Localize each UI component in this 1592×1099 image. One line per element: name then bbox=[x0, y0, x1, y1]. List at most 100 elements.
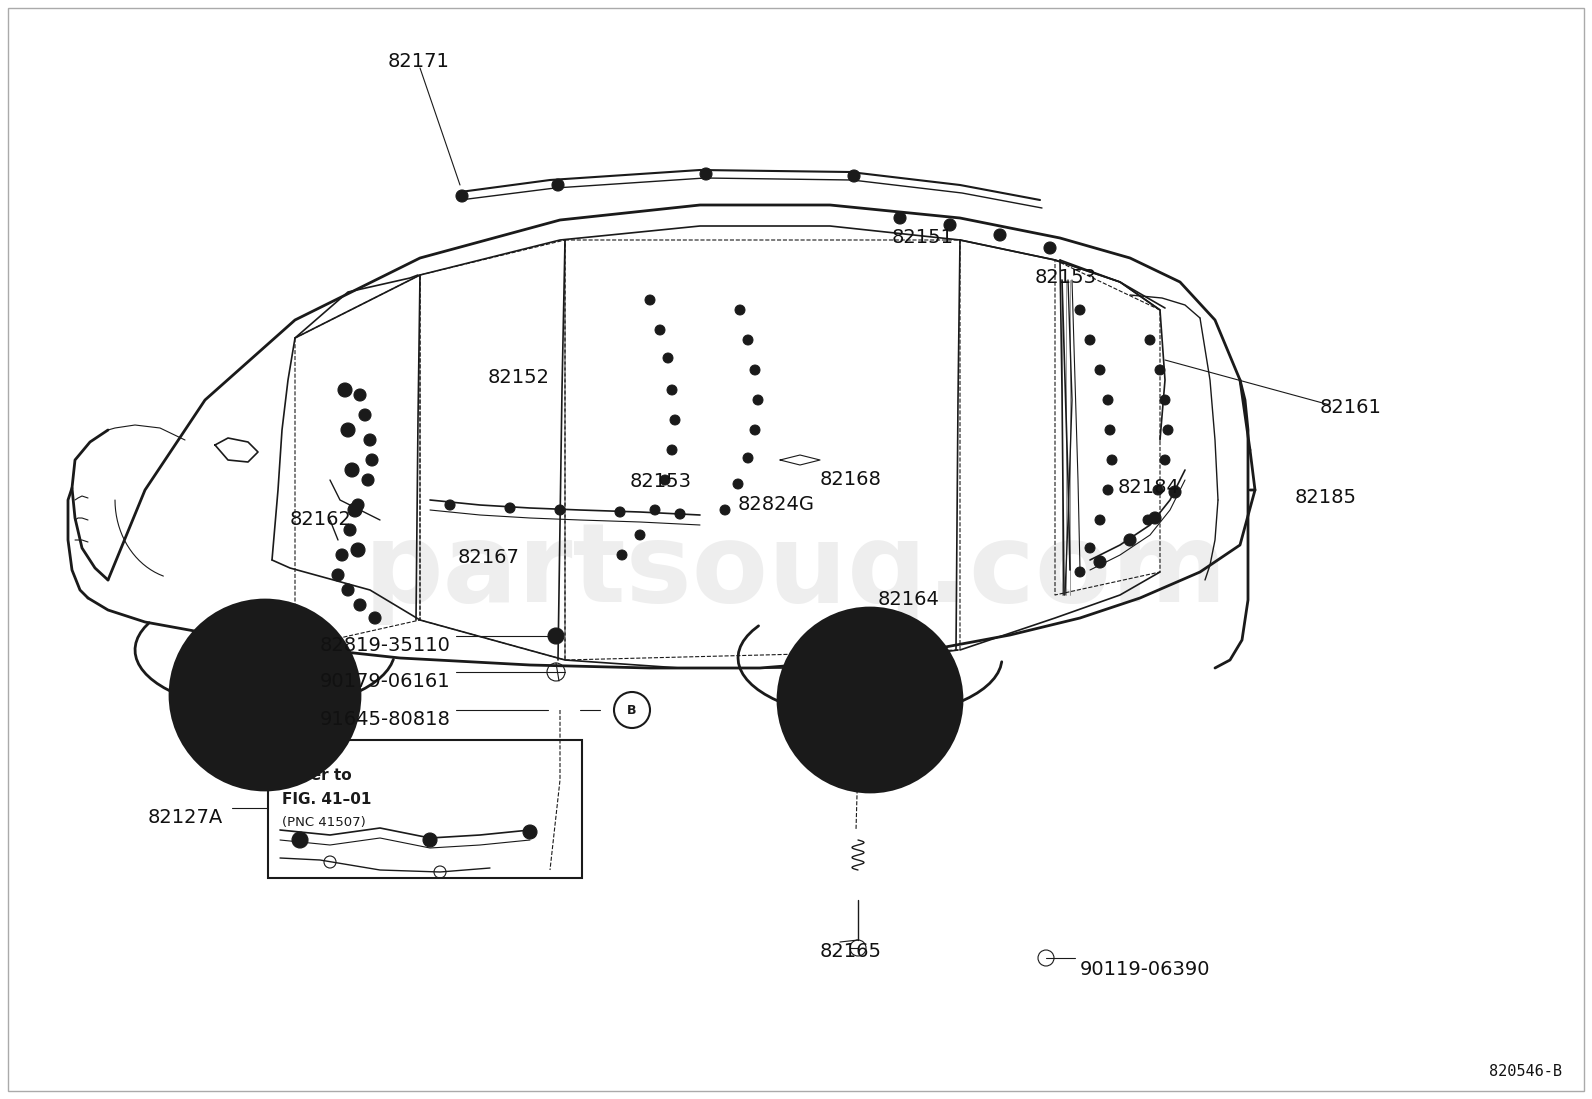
Text: 82127A: 82127A bbox=[148, 808, 223, 828]
Circle shape bbox=[446, 500, 455, 510]
Circle shape bbox=[1161, 455, 1170, 465]
Circle shape bbox=[736, 306, 745, 315]
Text: 82153: 82153 bbox=[630, 471, 693, 491]
Circle shape bbox=[895, 212, 906, 224]
Circle shape bbox=[1153, 485, 1164, 495]
Text: 82165: 82165 bbox=[820, 942, 882, 961]
Circle shape bbox=[1169, 486, 1181, 498]
Circle shape bbox=[552, 179, 564, 191]
Text: Refer to: Refer to bbox=[282, 768, 352, 782]
Circle shape bbox=[342, 584, 353, 596]
Text: FIG. 41–01: FIG. 41–01 bbox=[282, 792, 371, 807]
Text: 82185: 82185 bbox=[1294, 488, 1356, 507]
Circle shape bbox=[423, 833, 436, 847]
Text: 82152: 82152 bbox=[489, 368, 549, 387]
Circle shape bbox=[1044, 242, 1055, 254]
Text: 82171: 82171 bbox=[388, 52, 451, 71]
Circle shape bbox=[654, 325, 665, 335]
Circle shape bbox=[360, 409, 371, 421]
Circle shape bbox=[750, 365, 759, 375]
Circle shape bbox=[944, 219, 957, 231]
Circle shape bbox=[353, 389, 366, 401]
Circle shape bbox=[369, 612, 380, 624]
Circle shape bbox=[750, 425, 759, 435]
Circle shape bbox=[732, 479, 743, 489]
Text: 82151: 82151 bbox=[892, 227, 954, 247]
Circle shape bbox=[365, 434, 376, 446]
Circle shape bbox=[1164, 425, 1173, 435]
Circle shape bbox=[720, 506, 731, 515]
Circle shape bbox=[700, 168, 712, 180]
Text: 82824G: 82824G bbox=[739, 495, 815, 514]
Circle shape bbox=[1105, 425, 1114, 435]
Circle shape bbox=[1103, 395, 1113, 406]
Circle shape bbox=[1103, 485, 1113, 495]
Circle shape bbox=[1124, 534, 1137, 546]
Text: 82153: 82153 bbox=[1035, 268, 1097, 287]
Circle shape bbox=[675, 509, 685, 519]
Text: 82162: 82162 bbox=[290, 510, 352, 529]
Circle shape bbox=[667, 385, 677, 395]
Circle shape bbox=[849, 170, 860, 182]
Circle shape bbox=[1095, 365, 1105, 375]
Circle shape bbox=[341, 423, 355, 437]
Text: partsouq.com: partsouq.com bbox=[365, 518, 1227, 625]
Text: 82819-35110: 82819-35110 bbox=[320, 636, 451, 655]
Circle shape bbox=[753, 395, 763, 406]
Text: (PNC 41507): (PNC 41507) bbox=[282, 815, 366, 829]
Circle shape bbox=[1161, 395, 1170, 406]
Text: 90179-06161: 90179-06161 bbox=[320, 671, 451, 691]
Circle shape bbox=[743, 335, 753, 345]
Circle shape bbox=[1086, 335, 1095, 345]
Text: 90119-06390: 90119-06390 bbox=[1079, 961, 1210, 979]
Circle shape bbox=[352, 499, 365, 511]
Text: 82161: 82161 bbox=[1320, 398, 1382, 417]
Text: 91645-80818: 91645-80818 bbox=[320, 710, 451, 729]
Circle shape bbox=[1075, 306, 1086, 315]
Circle shape bbox=[635, 530, 645, 540]
Text: 82167: 82167 bbox=[458, 548, 521, 567]
Text: 82184: 82184 bbox=[1118, 478, 1180, 497]
Circle shape bbox=[1145, 335, 1156, 345]
Circle shape bbox=[1143, 515, 1153, 525]
Circle shape bbox=[1086, 543, 1095, 553]
Circle shape bbox=[1094, 556, 1106, 568]
Circle shape bbox=[556, 506, 565, 515]
Circle shape bbox=[1075, 567, 1086, 577]
Circle shape bbox=[349, 503, 361, 517]
Circle shape bbox=[662, 353, 673, 363]
Circle shape bbox=[333, 569, 344, 581]
Circle shape bbox=[361, 474, 374, 486]
Circle shape bbox=[291, 832, 307, 848]
Circle shape bbox=[1156, 365, 1165, 375]
Circle shape bbox=[366, 454, 377, 466]
Circle shape bbox=[645, 295, 654, 306]
Circle shape bbox=[350, 543, 365, 557]
Circle shape bbox=[455, 190, 468, 202]
Circle shape bbox=[661, 475, 670, 485]
Text: B: B bbox=[627, 703, 637, 717]
Circle shape bbox=[353, 599, 366, 611]
Circle shape bbox=[650, 506, 661, 515]
Circle shape bbox=[743, 453, 753, 463]
Circle shape bbox=[670, 415, 680, 425]
Text: 82164: 82164 bbox=[879, 590, 939, 609]
Circle shape bbox=[1149, 512, 1161, 524]
Circle shape bbox=[618, 550, 627, 560]
Circle shape bbox=[1095, 515, 1105, 525]
Text: 82168: 82168 bbox=[820, 470, 882, 489]
Circle shape bbox=[548, 628, 564, 644]
Circle shape bbox=[615, 507, 626, 517]
Circle shape bbox=[344, 524, 357, 536]
Text: 820546-B: 820546-B bbox=[1489, 1064, 1562, 1079]
Circle shape bbox=[170, 600, 360, 790]
Circle shape bbox=[667, 445, 677, 455]
Circle shape bbox=[993, 229, 1006, 241]
Circle shape bbox=[778, 608, 962, 792]
Circle shape bbox=[345, 463, 360, 477]
Circle shape bbox=[338, 382, 352, 397]
Circle shape bbox=[1106, 455, 1118, 465]
Circle shape bbox=[505, 503, 514, 513]
Circle shape bbox=[336, 550, 349, 560]
Circle shape bbox=[524, 825, 537, 839]
